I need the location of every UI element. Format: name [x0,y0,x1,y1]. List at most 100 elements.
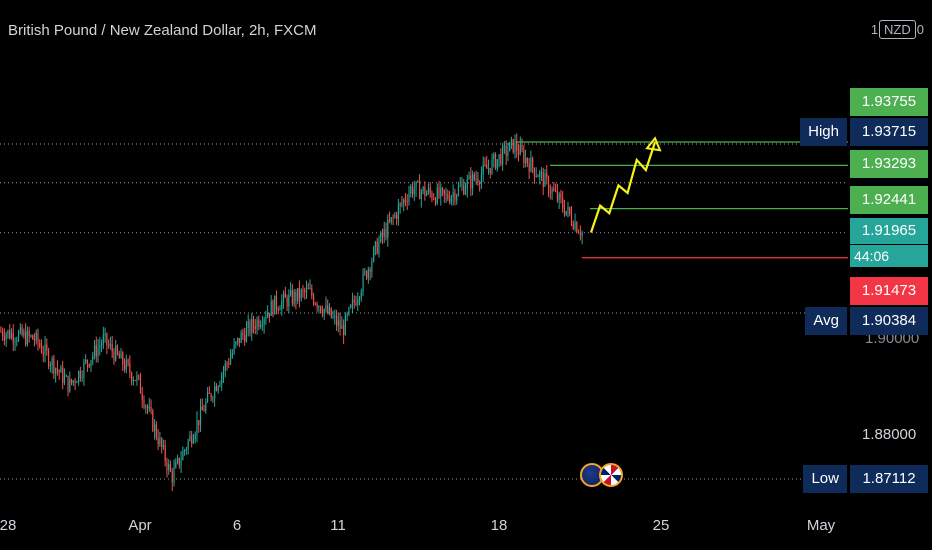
candle-body [161,438,163,447]
candle-body [198,419,200,426]
candle-body [509,142,511,152]
candle-body [320,306,322,312]
candle-body [353,300,355,303]
candle-body [433,198,435,200]
candle-body [374,241,376,248]
candle-body [316,303,318,308]
candle-body [464,188,467,195]
candle-body [139,376,142,394]
candle-body [300,290,302,299]
gbp-flag-icon[interactable] [599,463,623,487]
candle-body [63,376,66,383]
candle-body [152,410,154,431]
candle-body [494,154,497,169]
currency-left: 1 [870,22,879,37]
candle-body [3,336,5,340]
candle-body [14,341,16,343]
candle-body [339,320,341,329]
candle-body [184,450,186,452]
candle-body [396,214,398,220]
avg-price-label: 1.90384 [850,307,928,335]
candle-body [403,199,405,204]
candle-body [424,186,426,196]
candle-body [535,175,537,177]
candle-body [459,185,461,187]
candle-body [328,307,331,314]
candle-body [49,364,51,366]
x-tick-6: 6 [232,517,242,534]
candle-body [290,290,292,295]
candle-body [358,297,361,300]
candle-body [58,370,60,373]
target-3-label: 1.93755 [850,88,928,116]
candle-body [10,332,13,339]
candle-body [307,288,309,290]
candle-body [258,319,260,327]
candle-body [558,193,560,201]
candle-body [92,355,94,361]
candle-body [487,167,490,169]
candle-body [231,352,233,357]
currency-selector[interactable]: 1 NZD 0 [871,20,924,39]
candle-body [394,214,396,218]
candle-body [436,187,438,204]
candle-body [173,467,175,483]
candle-body [376,241,378,254]
candle-body [390,217,392,222]
candle-body [381,232,384,237]
candle-body [406,201,408,203]
candle-body [221,374,223,384]
candle-body [562,198,564,209]
candle-body [404,199,407,202]
candle-body [116,345,119,354]
candle-body [72,380,74,383]
candle-body [132,380,134,382]
candle-body [337,320,339,326]
candle-body [544,173,546,187]
candle-body [30,335,32,337]
candle-body [83,361,85,378]
candle-body [44,344,46,355]
candle-body [313,296,315,304]
candle-body [159,438,161,445]
currency-code[interactable]: NZD [879,20,916,39]
candle-body [284,293,286,298]
low-tag: Low [803,465,847,493]
candle-body [109,343,111,346]
candle-body [208,392,210,394]
projection-path [589,141,657,233]
candle-body [196,419,198,435]
candle-body [88,363,90,367]
candle-body [233,344,235,353]
candle-body [549,192,551,194]
target-1-label: 1.92441 [850,186,928,214]
candle-body [260,325,262,327]
candle-body [475,178,477,180]
candle-body [576,222,578,233]
candle-body [556,191,558,201]
candle-body [224,363,226,371]
candle-body [249,321,251,333]
candle-body [479,182,481,184]
candle-body [510,139,513,143]
candle-body [417,181,419,183]
candle-body [367,269,369,279]
candle-body [470,175,472,189]
candle-body [551,188,553,193]
candle-body [180,459,182,466]
candle-body [205,401,207,412]
candle-body [450,196,452,203]
candle-body [25,331,27,345]
candle-body [542,172,544,187]
candle-body [185,449,187,451]
candle-body [56,368,58,371]
candle-body [419,181,421,199]
candle-body [51,358,53,365]
candle-body [410,186,412,194]
candle-body [28,330,30,336]
candle-body [346,314,348,316]
candle-body [334,315,336,317]
candle-body [369,269,371,272]
candle-body [157,437,159,445]
